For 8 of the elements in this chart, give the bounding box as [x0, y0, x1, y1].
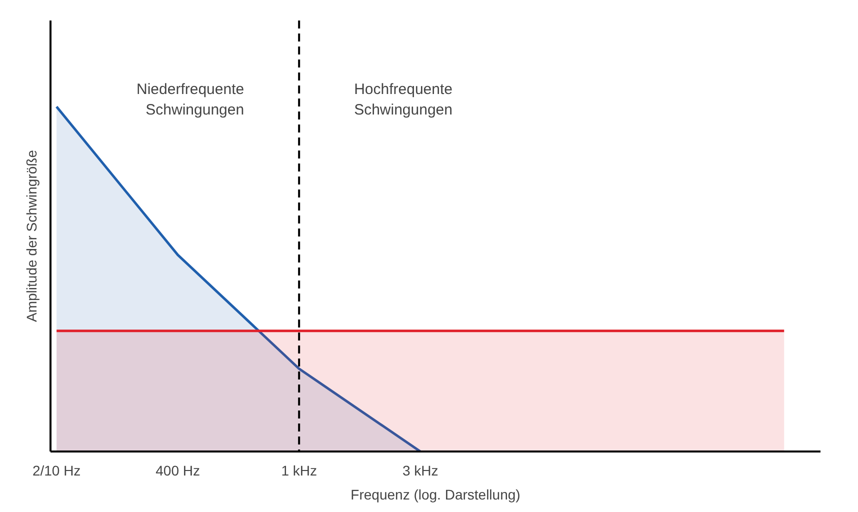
x-axis-title: Frequenz (log. Darstellung): [350, 486, 520, 502]
x-tick-label: 400 Hz: [156, 462, 200, 478]
annotation: Niederfrequente Schwingungen: [136, 81, 244, 119]
x-tick-label: 1 kHz: [281, 462, 317, 478]
y-axis-title: Amplitude der Schwingröße: [24, 150, 40, 322]
x-tick-label: 3 kHz: [402, 462, 438, 478]
annotation: Hochfrequente Schwingungen: [354, 81, 453, 119]
x-tick-label: 2/10 Hz: [32, 462, 81, 478]
